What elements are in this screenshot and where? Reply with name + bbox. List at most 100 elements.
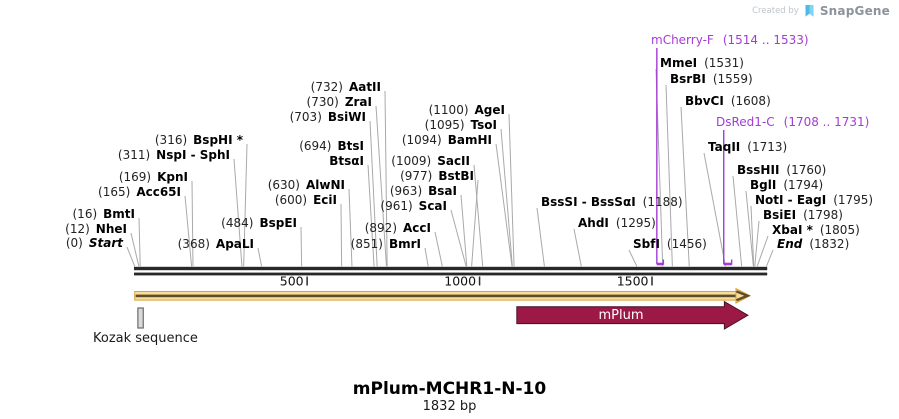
watermark: Created by SnapGene [752,4,890,18]
enzyme-leader-line [348,188,353,267]
map-footer: mPlum-MCHR1-N-10 1832 bp [0,380,899,415]
site-name: BspEI [259,216,297,230]
site-name: SacII [437,154,470,168]
site-name: NspI - SphI [156,148,230,162]
restriction-site-label: (851) BmrI [351,237,421,251]
restriction-site-label: (694) BtsI [299,139,364,153]
restriction-site-label: (368) ApaLI [178,237,254,251]
snapgene-flag-icon [804,4,815,18]
enzyme-leader-line [754,220,760,267]
site-name: BsiWI [327,110,366,124]
enzyme-leader-line [500,128,513,267]
restriction-site-label: (630) AlwNI [268,178,345,192]
enzyme-leader-line [766,249,774,267]
site-position: (1608) [730,94,771,108]
site-name: BmrI [388,237,421,251]
mplum-arrow [516,300,749,330]
restriction-site-label: (963) BsaI [390,184,457,198]
primer-label: DsRed1-C (1708 .. 1731) [716,115,869,129]
site-name: BstBI [438,169,474,183]
kozak-sequence-label: Kozak sequence [93,331,198,346]
kozak-box [137,307,144,329]
enzyme-leader-line [369,120,378,267]
site-position: (1832) [809,237,850,251]
site-name: NheI [95,222,127,236]
site-name: BglI [750,178,777,192]
site-position: (703) [289,110,322,124]
enzyme-leader-line [184,195,193,267]
restriction-site-label: (732) AatII [311,80,381,94]
enzyme-leader-line [471,179,479,267]
ruler-tick-label: 500 [280,274,304,289]
restriction-site-label: (12) NheI [65,222,127,236]
primer-range: (1708 .. 1731) [783,115,870,129]
site-name: AhdI [578,216,609,230]
site-position: (851) [350,237,383,251]
construct-title: mPlum-MCHR1-N-10 [352,379,547,399]
site-name: ZraI [344,95,372,109]
site-position: (630) [267,178,300,192]
enzyme-leader-line [495,143,513,267]
restriction-site-label: AhdI (1295) [578,216,656,230]
restriction-site-label: BtsαI [329,154,364,168]
restriction-site-label: (730) ZraI [307,95,372,109]
snapgene-brand-text: SnapGene [819,4,890,18]
site-name: BspHI * [193,133,243,147]
enzyme-leader-line [300,226,303,267]
restriction-site-label: (1095) TsoI [425,118,497,132]
site-position: (1295) [615,216,656,230]
restriction-site-label: (703) BsiWI [290,110,366,124]
enzyme-leader-line [424,247,429,267]
restriction-site-label: BssSI - BssSαI (1188) [541,195,683,209]
created-by-text: Created by [752,6,799,16]
site-name: KpnI [157,170,188,184]
site-position: (368) [177,237,210,251]
site-position: (977) [400,169,433,183]
enzyme-leader-line [745,190,754,267]
site-name: AatII [348,80,381,94]
enzyme-leader-line [340,203,343,267]
site-name: AgeI [474,103,505,117]
site-position: (1795) [833,193,874,207]
site-position: (169) [118,170,152,184]
enzyme-leader-line [473,164,484,267]
site-position: (1805) [819,223,860,237]
site-name: BsiEI [763,208,797,222]
construct-arrow-head-core [736,290,751,302]
enzyme-leader-line [703,152,726,267]
site-position: (1009) [391,154,432,168]
restriction-site-label: (961) ScaI [380,199,447,213]
site-name: ScaI [418,199,447,213]
site-position: (0) [65,236,83,250]
primer-name: DsRed1-C [716,115,775,129]
enzyme-leader-line [732,175,743,267]
site-name: BtsαI [329,154,364,168]
site-position: (1095) [424,118,465,132]
site-position: (316) [154,133,188,147]
site-name: BamHI [447,133,492,147]
site-position: (963) [389,184,423,198]
site-position: (1559) [712,72,753,86]
site-name: BsrBI [670,72,706,86]
enzyme-leader-line [130,232,140,267]
restriction-site-label: (1009) SacII [391,154,470,168]
site-name: BssSI - BssSαI [541,195,636,209]
site-position: (1456) [666,237,707,251]
restriction-site-label: BglI (1794) [750,178,823,192]
site-position: (12) [65,222,90,236]
sequence-bar-bottom [134,272,768,276]
primer-range: (1514 .. 1533) [722,33,809,47]
site-name: BssHII [737,163,780,177]
site-name: TsoI [470,118,497,132]
enzyme-leader-line [384,90,388,267]
site-position: (1713) [747,140,788,154]
restriction-site-label: (484) BspEI [221,216,297,230]
restriction-site-label: (892) AccI [365,221,431,235]
restriction-site-label: (316) BspHI * [155,133,243,147]
enzyme-leader-line [243,143,248,267]
construct-length: 1832 bp [422,399,477,414]
enzyme-leader-line [450,209,467,267]
site-name: Start [88,236,123,250]
